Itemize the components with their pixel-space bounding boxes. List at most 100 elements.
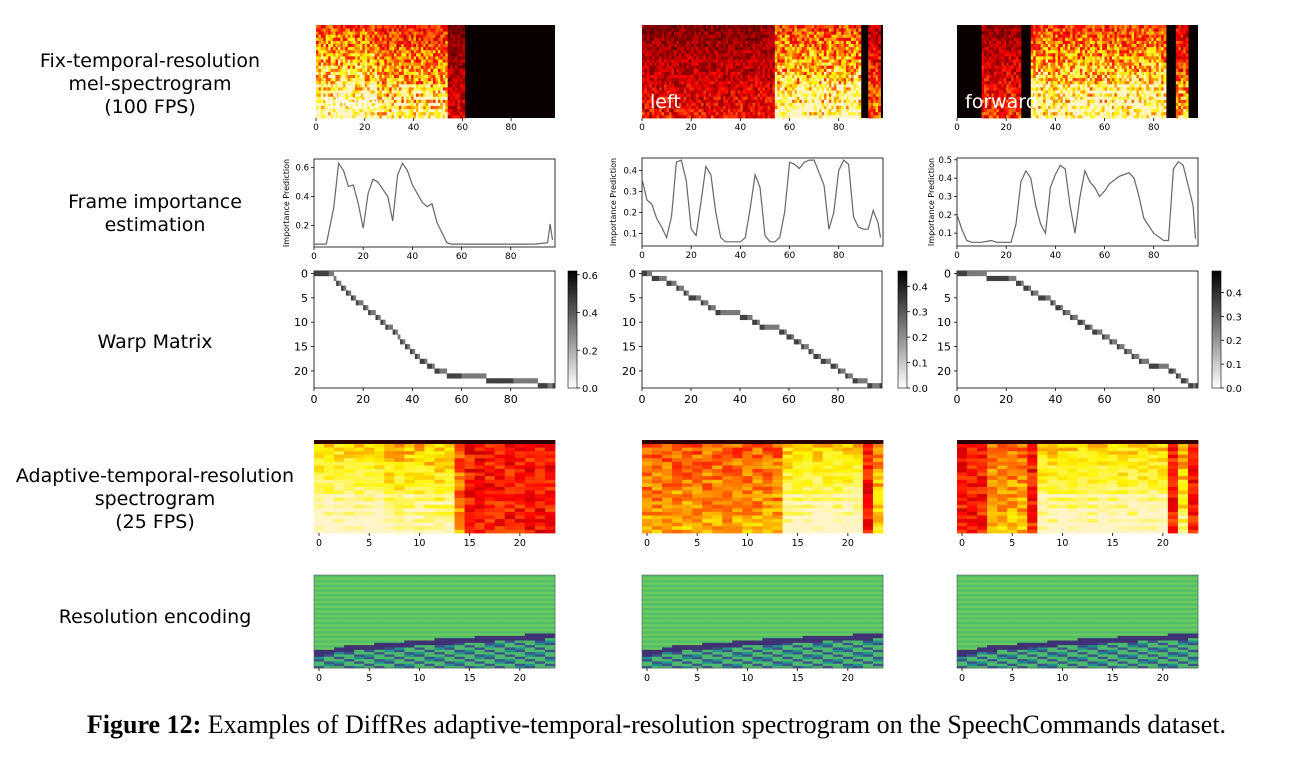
mel-cell: [750, 43, 754, 48]
encoding-cell: [504, 577, 516, 581]
encoding-cell: [384, 651, 395, 655]
mel-cell: [347, 90, 351, 94]
adaptive-cell: [384, 490, 395, 495]
adaptive-cell: [494, 493, 506, 498]
encoding-cell: [494, 621, 506, 625]
mel-cell: [676, 68, 680, 72]
mel-cell: [459, 80, 463, 85]
mel-cell: [362, 105, 366, 110]
mel-cell: [745, 49, 749, 54]
mel-cell: [725, 34, 729, 38]
adaptive-cell: [314, 454, 325, 459]
mel-cell: [669, 108, 672, 113]
mel-cell: [318, 65, 322, 69]
mel-cell: [394, 25, 397, 29]
mel-cell: [698, 68, 702, 72]
encoding-cell: [354, 658, 365, 662]
mel-cell: [345, 40, 349, 44]
mel-cell: [664, 34, 667, 38]
mel-cell: [415, 114, 419, 119]
mel-cell: [394, 46, 397, 51]
mel-cell: [698, 77, 702, 82]
mel-cell: [673, 34, 677, 38]
mel-cell: [735, 71, 739, 75]
mel-cell: [459, 114, 463, 119]
mel-cell: [328, 74, 332, 79]
mel-cell: [435, 77, 439, 82]
mel-cell: [666, 74, 670, 79]
mel-cell: [659, 46, 663, 51]
encoding-cell: [494, 575, 506, 578]
adaptive-cell: [384, 518, 395, 523]
mel-cell: [728, 114, 731, 119]
mel-cell: [742, 43, 746, 48]
encoding-cell: [504, 591, 516, 594]
mel-cell: [723, 59, 727, 63]
encoding-cell: [504, 598, 516, 601]
mel-cell: [325, 77, 329, 82]
mel-cell: [384, 59, 388, 63]
mel-cell: [320, 74, 324, 79]
mel-cell: [644, 34, 648, 38]
mel-cell: [413, 43, 417, 48]
mel-cell: [654, 37, 658, 41]
adaptive-cell: [444, 475, 455, 480]
mel-cell: [666, 56, 670, 60]
mel-cell: [340, 43, 344, 48]
encoding-cell: [314, 626, 325, 629]
mel-cell: [450, 96, 453, 100]
adaptive-cell: [434, 447, 445, 452]
mel-cell: [676, 71, 680, 75]
mel-cell: [649, 102, 653, 106]
mel-cell: [462, 59, 466, 63]
mel-cell: [676, 31, 680, 35]
adaptive-cell: [424, 507, 435, 512]
encoding-cell: [434, 637, 445, 641]
mel-cell: [740, 43, 744, 48]
mel-cell: [367, 65, 371, 69]
encoding-cell: [414, 602, 425, 606]
mel-cell: [367, 93, 371, 97]
mel-cell: [669, 74, 672, 79]
mel-cell: [359, 65, 363, 69]
encoding-cell: [384, 614, 395, 618]
adaptive-cell: [404, 457, 415, 462]
adaptive-cell: [374, 486, 385, 491]
mel-cell: [386, 49, 390, 54]
mel-cell: [369, 111, 373, 116]
adaptive-cell: [354, 475, 365, 480]
mel-cell: [369, 40, 373, 44]
mel-cell: [440, 71, 444, 75]
mel-cell: [445, 62, 449, 66]
mel-cell: [347, 80, 351, 85]
mel-cell: [678, 62, 682, 66]
mel-cell: [352, 87, 356, 91]
encoding-cell: [474, 640, 486, 643]
adaptive-cell: [474, 486, 486, 491]
mel-cell: [676, 65, 680, 69]
mel-cell: [364, 99, 368, 103]
mel-cell: [411, 65, 414, 69]
mel-cell: [701, 111, 704, 116]
mel-cell: [671, 40, 675, 44]
mel-cell: [646, 43, 650, 48]
mel-cell: [386, 28, 390, 32]
adaptive-cell: [444, 518, 455, 523]
mel-cell: [379, 62, 383, 66]
mel-cell: [664, 111, 667, 116]
adaptive-cell: [334, 493, 345, 498]
mel-cell: [411, 40, 414, 44]
mel-cell: [710, 96, 714, 100]
mel-cell: [435, 93, 439, 97]
mel-cell: [355, 102, 358, 106]
mel-cell: [701, 99, 704, 103]
mel-cell: [710, 28, 714, 32]
mel-cell: [401, 108, 405, 113]
mel-cell: [720, 43, 724, 48]
encoding-cell: [364, 640, 375, 643]
mel-cell: [671, 65, 675, 69]
mel-cell: [723, 65, 727, 69]
adaptive-cell: [404, 518, 415, 523]
encoding-cell: [454, 621, 466, 625]
mel-cell: [364, 108, 368, 113]
